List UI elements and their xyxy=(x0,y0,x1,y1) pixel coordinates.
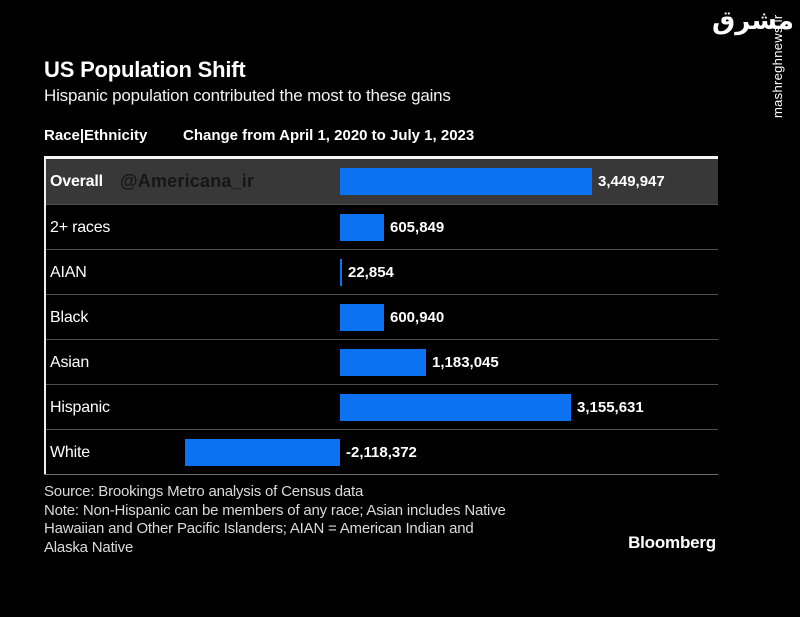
channel-watermark: @Americana_ir xyxy=(120,171,255,191)
page-subtitle: Hispanic population contributed the most… xyxy=(44,86,451,105)
note-line: Alaska Native xyxy=(44,538,134,556)
bar-value-label: 3,155,631 xyxy=(577,399,644,416)
row-label: Black xyxy=(50,309,89,326)
row-label: Hispanic xyxy=(50,399,110,416)
column-headers: Race|Ethnicity Change from April 1, 2020… xyxy=(44,127,718,147)
note-line: Note: Non-Hispanic can be members of any… xyxy=(44,501,506,519)
bar xyxy=(340,304,384,331)
bar-value-label: -2,118,372 xyxy=(346,444,417,461)
source-line: Source: Brookings Metro analysis of Cens… xyxy=(44,483,364,500)
row-label: 2+ races xyxy=(50,219,111,236)
bar xyxy=(185,439,340,466)
bar-value-label: 605,849 xyxy=(390,219,445,236)
site-watermark: mashreghnews.ir xyxy=(770,14,785,119)
table-row: Overall @Americana_ir 3,449,947 xyxy=(44,159,718,204)
column-header-change: Change from April 1, 2020 to July 1, 202… xyxy=(183,127,475,144)
page-title: US Population Shift xyxy=(44,57,246,82)
footer-notes: Source: Brookings Metro analysis of Cens… xyxy=(44,483,506,557)
row-label: Overall xyxy=(50,173,103,190)
bar-chart-rows: Overall @Americana_ir 3,449,947 2+ races 605… xyxy=(44,159,718,474)
zero-baseline xyxy=(44,159,46,474)
bar-value-label: 22,854 xyxy=(348,264,394,281)
table-row: Black 600,940 xyxy=(44,294,718,339)
table-row: Hispanic 3,155,631 xyxy=(44,384,718,429)
table-row: AIAN 22,854 xyxy=(44,249,718,294)
bar-value-label: 3,449,947 xyxy=(598,173,665,190)
row-label: AIAN xyxy=(50,264,87,281)
table-row: Asian 1,183,045 xyxy=(44,339,718,384)
table-row: 2+ races 605,849 xyxy=(44,204,718,249)
bar-chart-table: Overall @Americana_ir 3,449,947 2+ races 605… xyxy=(44,156,718,475)
bar xyxy=(340,394,571,421)
bar xyxy=(340,214,384,241)
table-row: White -2,118,372 xyxy=(44,429,718,474)
bar xyxy=(340,259,342,286)
note-line: Hawaiian and Other Pacific Islanders; AI… xyxy=(44,520,474,537)
row-label: Asian xyxy=(50,354,90,371)
column-header-race: Race|Ethnicity xyxy=(44,127,148,144)
bar xyxy=(340,168,592,195)
bar xyxy=(340,349,426,376)
bar-value-label: 600,940 xyxy=(390,309,445,326)
row-label: White xyxy=(50,444,90,461)
bloomberg-logo: Bloomberg xyxy=(628,533,716,552)
bar-value-label: 1,183,045 xyxy=(432,354,499,371)
mashregh-logo-icon: مشرق xyxy=(712,6,794,36)
